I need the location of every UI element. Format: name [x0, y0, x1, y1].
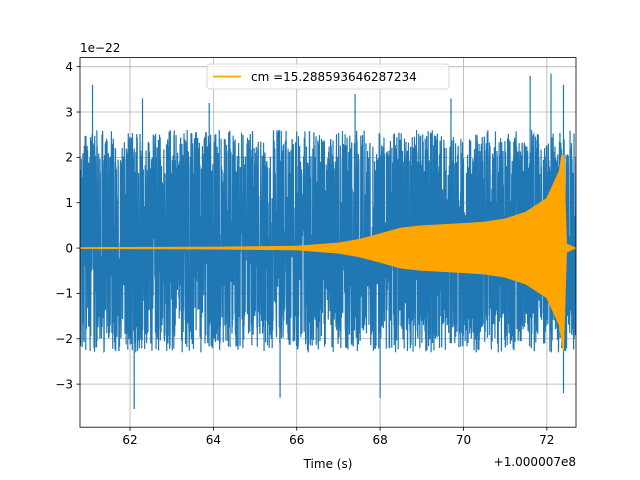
plot-area	[80, 73, 576, 410]
x-axis-label: Time (s)	[303, 457, 353, 471]
x-tick-label: 70	[456, 433, 471, 447]
y-tick-label: −1	[55, 287, 73, 301]
legend-box	[206, 63, 450, 90]
y-tick-label: −3	[55, 377, 73, 391]
y-axis: −3 −2 −1 0 1 2 3 4	[55, 60, 80, 391]
x-tick-label: 62	[122, 433, 137, 447]
y-scale-text: 1e−22	[80, 41, 120, 55]
x-tick-label: 64	[206, 433, 221, 447]
y-tick-label: 0	[65, 241, 73, 255]
legend: cm =15.288593646287234	[206, 63, 450, 90]
axes-frame	[79, 57, 577, 428]
legend-label-chirp: cm =15.288593646287234	[251, 70, 417, 84]
y-tick-label: −2	[55, 332, 73, 346]
y-tick-label: 1	[65, 196, 73, 210]
y-tick-label: 3	[65, 105, 73, 119]
x-tick-label: 66	[289, 433, 304, 447]
x-axis: 62 64 66 68 70 72	[122, 427, 554, 447]
y-tick-label: 2	[65, 151, 73, 165]
x-tick-label: 72	[539, 433, 554, 447]
x-offset-text: +1.000007e8	[494, 455, 576, 469]
x-tick-label: 68	[372, 433, 387, 447]
y-tick-label: 4	[65, 60, 73, 74]
series-chirp-line	[80, 155, 576, 352]
